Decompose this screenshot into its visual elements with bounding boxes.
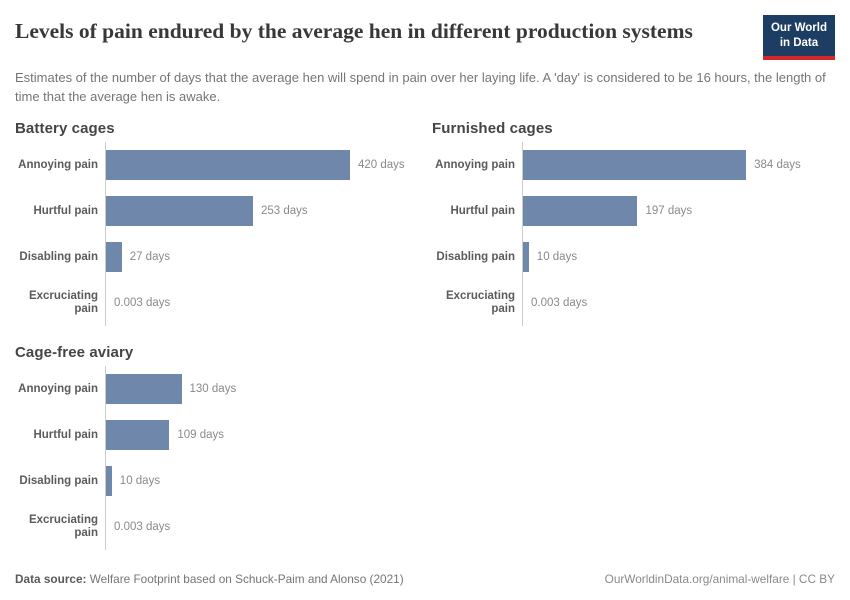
- category-label: Annoying pain: [18, 158, 98, 171]
- bar-value-label: 384 days: [754, 159, 801, 172]
- bar-value-label: 253 days: [260, 205, 308, 218]
- category-label: Disabling pain: [19, 474, 98, 487]
- bar: [106, 374, 182, 405]
- bar-value-label: 10 days: [119, 475, 161, 488]
- category-label: Disabling pain: [19, 250, 98, 263]
- bar: [106, 196, 253, 227]
- chart-row: Excruciating pain 0.003 days: [432, 280, 842, 327]
- data-source: Data source: Welfare Footprint based on …: [15, 572, 404, 586]
- bar: [523, 150, 747, 181]
- axis-and-bar-area: 197 days: [522, 188, 842, 235]
- owid-logo-line1: Our World: [770, 22, 827, 34]
- bar: [523, 196, 638, 227]
- chart-row: Excruciating pain 0.003 days: [15, 504, 425, 551]
- data-source-text: Welfare Footprint based on Schuck-Paim a…: [89, 572, 404, 586]
- bar-value-label: 197 days: [645, 205, 693, 218]
- owid-logo-line2: in Data: [779, 36, 819, 49]
- axis-and-bar-area: 109 days: [105, 412, 425, 459]
- axis-and-bar-area: 10 days: [522, 234, 842, 281]
- axis-and-bar-area: 420 days: [105, 142, 425, 189]
- chart-row: Hurtful pain 197 days: [432, 188, 842, 235]
- bar-value-label: 0.003 days: [531, 297, 588, 310]
- bar: [106, 242, 122, 273]
- facet-cage-free-aviary: Cage-free aviary Annoying pain 130 days Hu…: [15, 344, 425, 551]
- page-title: Levels of pain endured by the average he…: [15, 19, 693, 43]
- chart-row: Disabling pain 10 days: [432, 234, 842, 281]
- chart-row: Annoying pain 130 days: [15, 366, 425, 413]
- category-label: Hurtful pain: [33, 428, 98, 441]
- facet-title-furnished-cages: Furnished cages: [432, 120, 553, 138]
- axis-and-bar-area: 0.003 days: [105, 504, 425, 551]
- chart-subtitle: Estimates of the number of days that the…: [15, 70, 826, 105]
- category-label: Hurtful pain: [33, 204, 98, 217]
- chart-row: Annoying pain 384 days: [432, 142, 842, 189]
- bar-value-label: 10 days: [536, 251, 578, 264]
- category-label: Annoying pain: [18, 382, 98, 395]
- owid-logo[interactable]: Our World in Data: [762, 15, 835, 61]
- facet-title-battery-cages: Battery cages: [15, 120, 115, 138]
- bar-value-label: 27 days: [129, 251, 170, 264]
- category-label: Excruciating pain: [28, 290, 98, 316]
- chart-row: Disabling pain 10 days: [15, 458, 425, 505]
- facet-furnished-cages: Furnished cages Annoying pain 384 days Hur…: [432, 120, 842, 327]
- bar-value-label: 0.003 days: [114, 521, 171, 534]
- axis-and-bar-area: 27 days: [105, 234, 425, 281]
- bar: [106, 466, 112, 497]
- chart-row: Disabling pain 27 days: [15, 234, 425, 281]
- axis-and-bar-area: 0.003 days: [522, 280, 842, 327]
- data-source-label: Data source:: [15, 572, 87, 586]
- bar: [523, 242, 529, 273]
- chart-row: Excruciating pain 0.003 days: [15, 280, 425, 327]
- axis-and-bar-area: 0.003 days: [105, 280, 425, 327]
- bar-value-label: 109 days: [177, 429, 224, 442]
- chart-header: Levels of pain endured by the average he…: [15, 15, 835, 107]
- charts-grid: Battery cages Annoying pain 420 days Hurtf…: [15, 120, 835, 551]
- bar-value-label: 130 days: [189, 383, 237, 396]
- plot-area: Annoying pain 420 days Hurtful pain 253 day…: [15, 142, 425, 327]
- bar: [106, 420, 170, 451]
- axis-and-bar-area: 10 days: [105, 458, 425, 505]
- category-label: Disabling pain: [436, 250, 515, 263]
- chart-row: Annoying pain 420 days: [15, 142, 425, 189]
- axis-and-bar-area: 130 days: [105, 366, 425, 413]
- credit-link[interactable]: OurWorldinData.org/animal-welfare | CC B…: [604, 572, 835, 586]
- bar-value-label: 420 days: [358, 159, 405, 172]
- category-label: Excruciating pain: [445, 290, 515, 316]
- plot-area: Annoying pain 130 days Hurtful pain 109 day…: [15, 366, 425, 551]
- bar-value-label: 0.003 days: [114, 297, 171, 310]
- facet-title-cage-free-aviary: Cage-free aviary: [15, 344, 134, 362]
- plot-area: Annoying pain 384 days Hurtful pain 197 day…: [432, 142, 842, 327]
- chart-row: Hurtful pain 253 days: [15, 188, 425, 235]
- bar: [106, 150, 350, 181]
- chart-footer: Data source: Welfare Footprint based on …: [15, 572, 835, 586]
- category-label: Excruciating pain: [28, 514, 98, 540]
- category-label: Hurtful pain: [450, 204, 515, 217]
- axis-and-bar-area: 384 days: [522, 142, 842, 189]
- chart-row: Hurtful pain 109 days: [15, 412, 425, 459]
- facet-battery-cages: Battery cages Annoying pain 420 days Hurtf…: [15, 120, 425, 327]
- category-label: Annoying pain: [435, 158, 515, 171]
- axis-and-bar-area: 253 days: [105, 188, 425, 235]
